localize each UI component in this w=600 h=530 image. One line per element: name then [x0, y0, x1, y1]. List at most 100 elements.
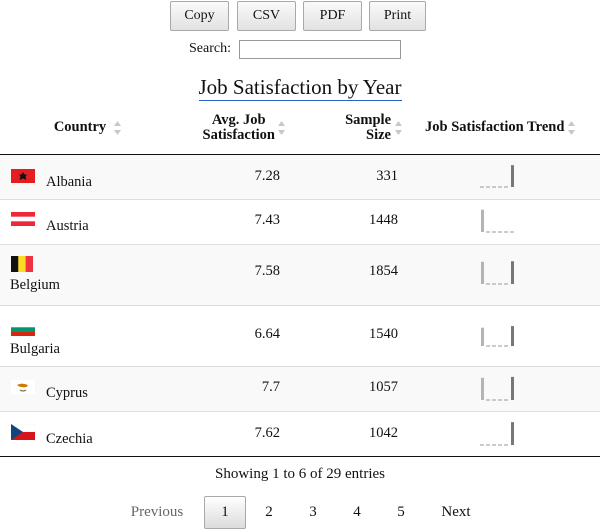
row-cells: Albania 7.28 331	[0, 154, 600, 200]
page-2-button[interactable]: 2	[265, 504, 273, 520]
sparkline-empty	[480, 186, 484, 187]
czechia-flag-icon	[11, 423, 35, 440]
sparkline-empty	[492, 345, 496, 346]
sparkline-empty	[504, 186, 508, 187]
country-name: Bulgaria	[10, 340, 60, 357]
sparkline-empty	[504, 231, 508, 232]
sparkline-bar	[511, 164, 514, 187]
pdf-button[interactable]: PDF	[303, 1, 362, 31]
table-caption: Job Satisfaction by Year	[0, 75, 600, 101]
sparkline-empty	[498, 399, 502, 400]
sparkline-empty	[486, 345, 490, 346]
sparkline-bar	[481, 261, 484, 284]
avg-value: 7.43	[254, 211, 280, 228]
col-header-country[interactable]: Country	[0, 102, 175, 155]
col-header-avg-line2: Satisfaction	[202, 126, 276, 143]
sparkline-empty	[498, 231, 502, 232]
country-name: Czechia	[46, 430, 93, 447]
search-area: Search:	[189, 38, 401, 60]
sparkline-empty	[480, 444, 484, 445]
avg-value: 7.58	[254, 262, 280, 279]
sparkline-bar	[511, 260, 514, 284]
trend-sparkline	[478, 420, 520, 451]
sparkline-bar	[481, 209, 484, 232]
sparkline-empty	[504, 345, 508, 346]
col-header-sample[interactable]: Sample Size	[285, 102, 410, 155]
sample-size-value: 1540	[369, 325, 398, 342]
avg-value: 6.64	[254, 325, 280, 342]
sparkline-empty	[498, 186, 502, 187]
row-cells: Cyprus 7.7 1057	[0, 366, 600, 412]
sparkline-empty	[498, 345, 502, 346]
table-row: Czechia 7.62 1042	[0, 411, 600, 457]
sample-size-value: 1448	[369, 211, 398, 228]
sparkline-empty	[486, 444, 490, 445]
sort-icon	[278, 120, 285, 135]
sample-size-value: 1057	[369, 378, 398, 395]
austria-flag-icon	[11, 211, 35, 226]
header-row: Country Avg. Job Satisfaction Sample Siz…	[0, 102, 600, 155]
country-name: Austria	[46, 217, 89, 234]
col-header-country-label: Country	[53, 119, 107, 136]
sparkline-empty	[486, 231, 490, 232]
export-toolbar: Copy CSV PDF Print	[0, 1, 600, 31]
trend-sparkline	[478, 321, 520, 352]
row-cells: Bulgaria 6.64 1540	[0, 305, 600, 367]
sparkline-empty	[504, 444, 508, 445]
table-title: Job Satisfaction by Year	[198, 75, 402, 101]
page-4-button[interactable]: 4	[353, 504, 361, 520]
search-input[interactable]	[238, 39, 401, 59]
sparkline-empty	[492, 283, 496, 284]
sparkline-empty	[504, 283, 508, 284]
sparkline-svg	[481, 376, 514, 400]
row-cells: Czechia 7.62 1042	[0, 411, 600, 457]
country-name: Belgium	[10, 276, 60, 293]
row-cells: Austria 7.43 1448	[0, 199, 600, 245]
country-name: Albania	[46, 173, 92, 190]
data-table: Country Avg. Job Satisfaction Sample Siz…	[0, 102, 600, 457]
sparkline-bar	[511, 376, 514, 400]
search-label: Search:	[189, 41, 231, 56]
sort-icon	[395, 120, 402, 135]
sample-size-value: 331	[376, 167, 398, 184]
sparkline-empty	[492, 231, 496, 232]
page-1-button[interactable]: 1	[204, 496, 246, 529]
table-row: Cyprus 7.7 1057	[0, 366, 600, 412]
trend-sparkline	[478, 259, 520, 290]
table-row: Belgium 7.58 1854	[0, 244, 600, 306]
trend-sparkline	[478, 162, 520, 193]
sparkline-empty	[492, 186, 496, 187]
col-header-trend[interactable]: Job Satisfaction Trend	[410, 102, 600, 155]
previous-page-button[interactable]: Previous	[130, 504, 184, 520]
pagination: Previous 1 2 3 4 5 Next	[0, 496, 600, 530]
page-3-button[interactable]: 3	[309, 504, 317, 520]
csv-button[interactable]: CSV	[237, 1, 296, 31]
bulgaria-flag-icon	[11, 322, 35, 336]
next-page-button[interactable]: Next	[441, 504, 471, 520]
print-button[interactable]: Print	[369, 1, 426, 31]
col-header-sample-line2: Size	[366, 126, 391, 143]
page-5-button[interactable]: 5	[397, 504, 405, 520]
sparkline-empty	[498, 444, 502, 445]
belgium-flag-icon	[11, 255, 33, 272]
col-header-avg[interactable]: Avg. Job Satisfaction	[175, 102, 285, 155]
sample-size-value: 1854	[369, 262, 398, 279]
country-name: Cyprus	[46, 384, 88, 401]
col-header-sample-line1: Sample	[345, 111, 391, 128]
sparkline-bar	[481, 327, 484, 346]
row-cells: Belgium 7.58 1854	[0, 244, 600, 306]
table-row: Bulgaria 6.64 1540	[0, 305, 600, 367]
copy-button[interactable]: Copy	[170, 1, 229, 31]
sparkline-bar	[511, 421, 514, 445]
sparkline-svg	[481, 325, 514, 346]
avg-value: 7.28	[254, 167, 280, 184]
sparkline-svg	[481, 260, 514, 284]
sparkline-empty	[486, 283, 490, 284]
sparkline-bar	[481, 377, 484, 400]
sort-icon	[114, 120, 122, 135]
sparkline-empty	[492, 444, 496, 445]
sparkline-svg	[481, 209, 514, 232]
sparkline-empty	[498, 283, 502, 284]
sparkline-empty	[486, 399, 490, 400]
cyprus-flag-icon	[11, 379, 35, 394]
